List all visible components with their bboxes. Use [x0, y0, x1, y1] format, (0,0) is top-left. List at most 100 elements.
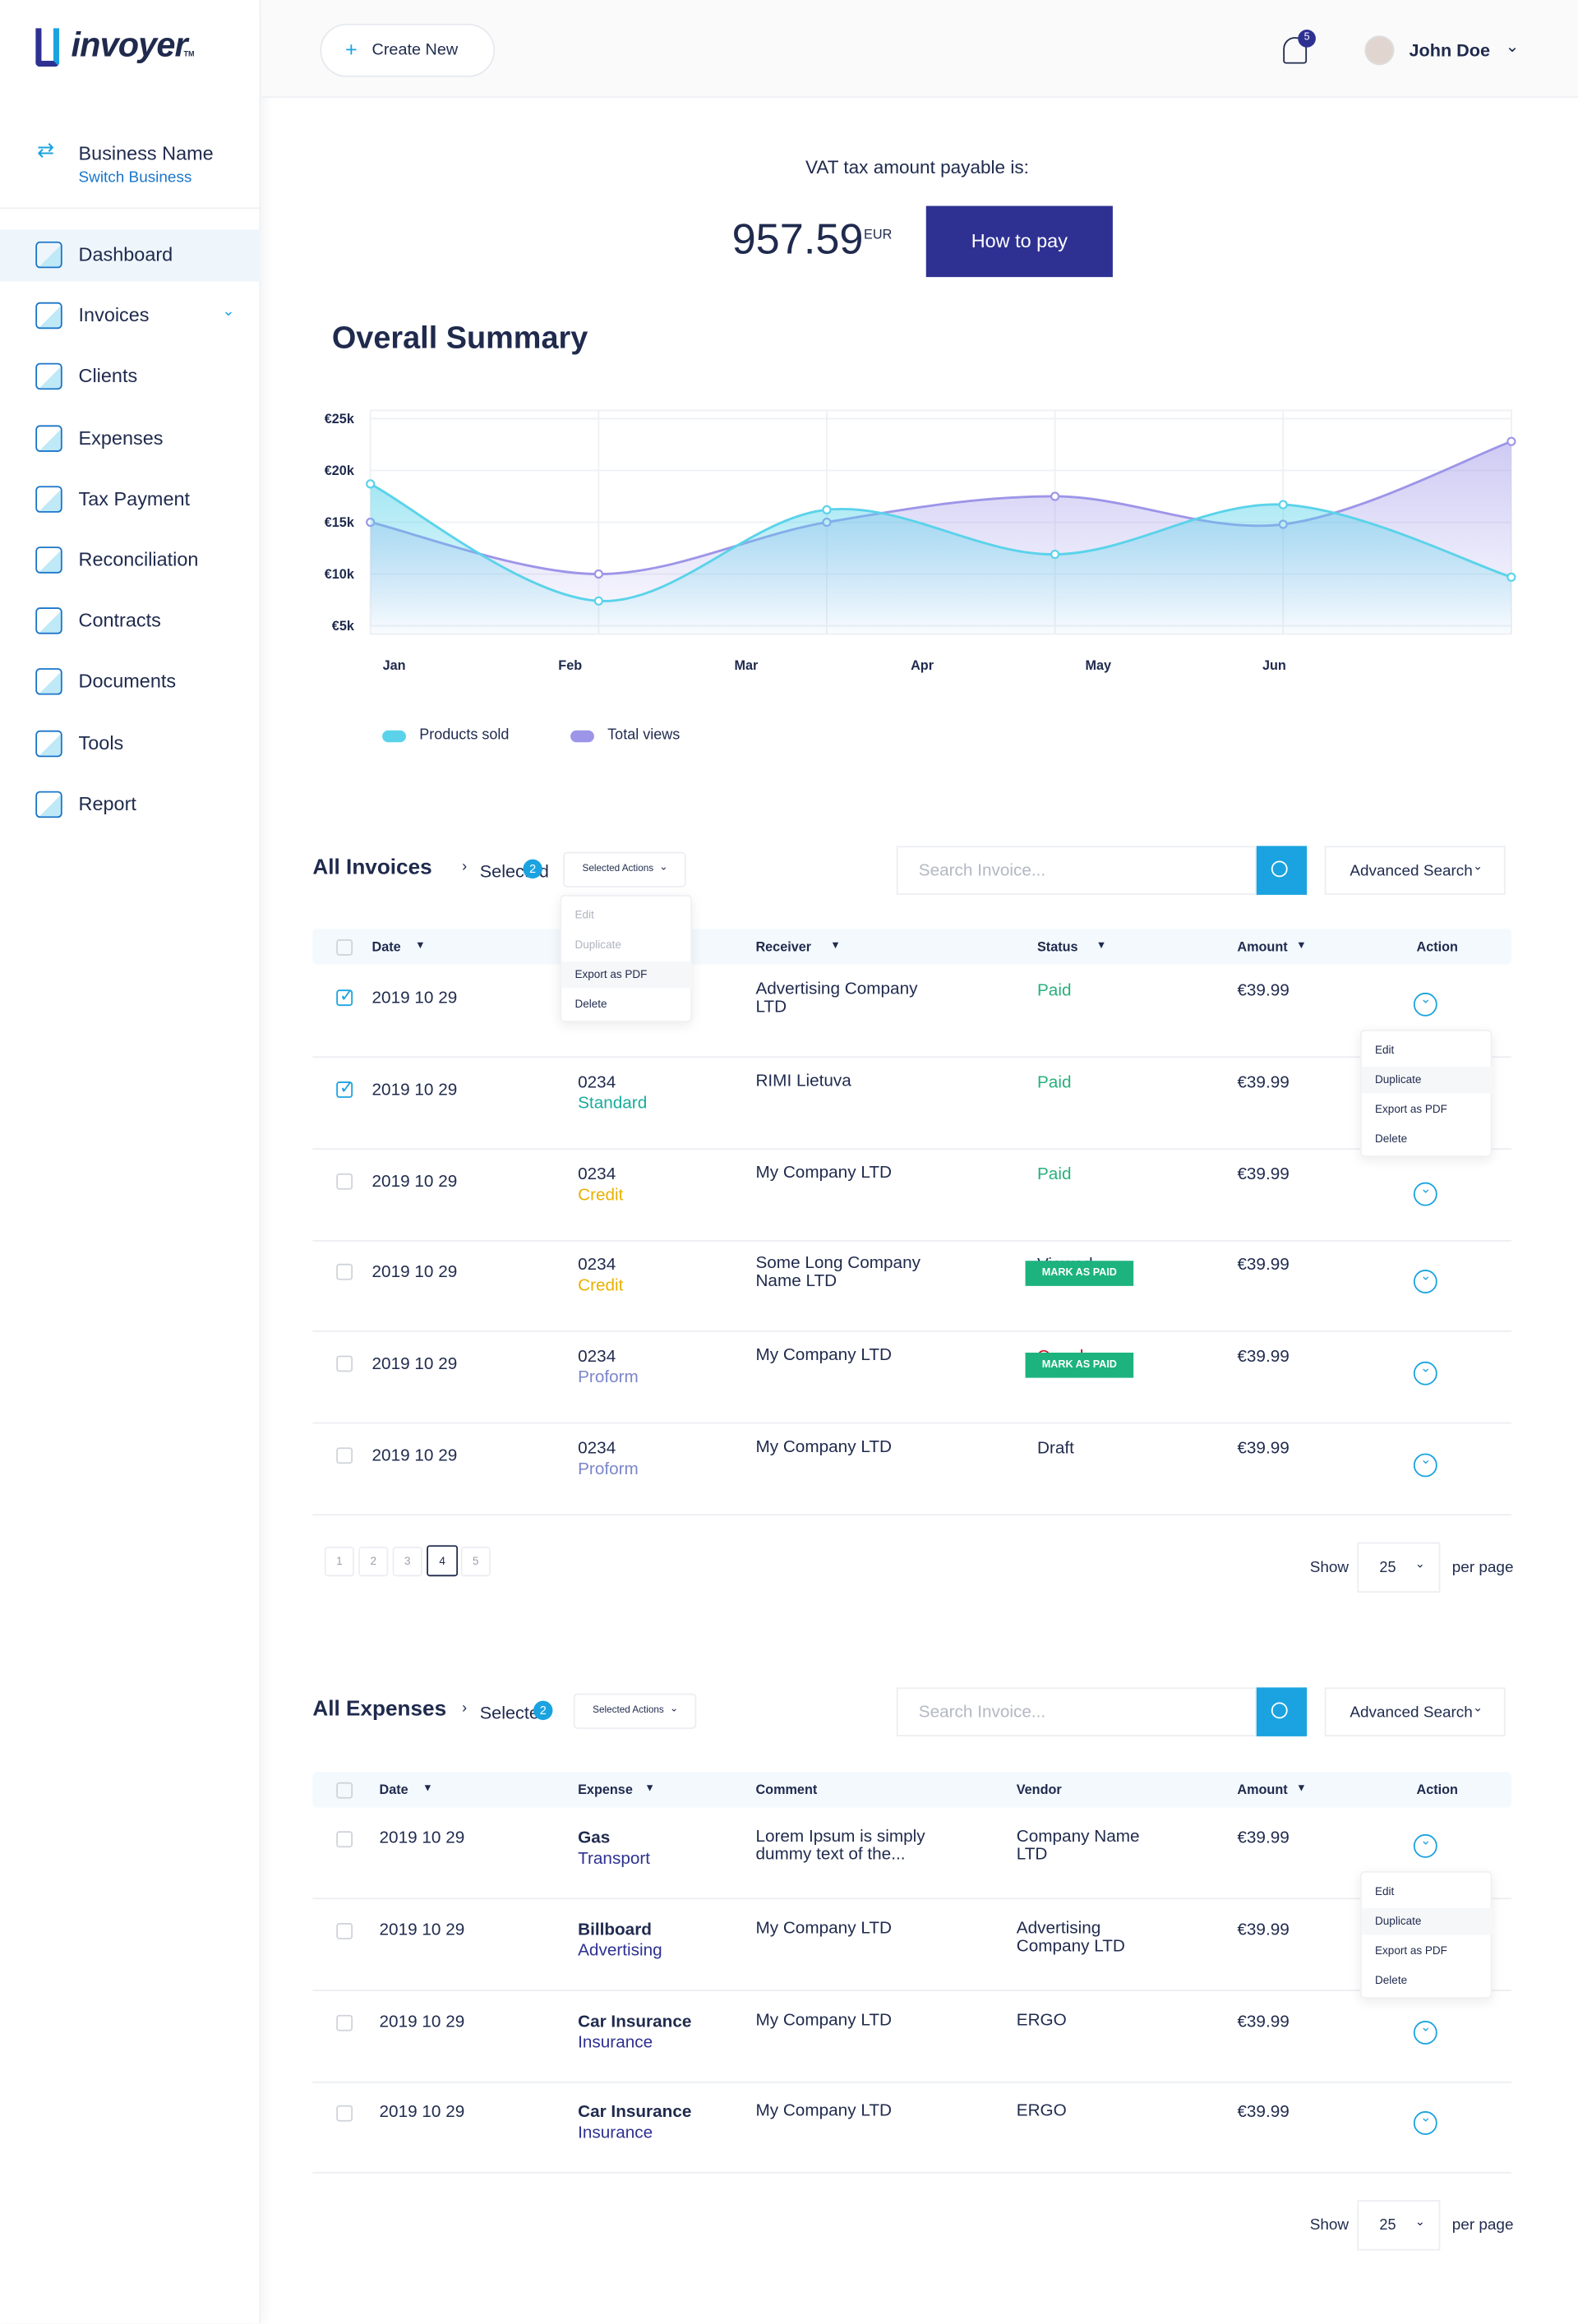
- notification-badge[interactable]: 5: [1298, 30, 1316, 48]
- point: [366, 479, 376, 489]
- action-button[interactable]: ⌄: [1413, 991, 1437, 1017]
- nav-item[interactable]: Dashboard: [78, 242, 173, 265]
- nav-item[interactable]: Clients: [78, 365, 138, 388]
- action-button[interactable]: ⌄: [1413, 2110, 1437, 2136]
- menu-item[interactable]: Duplicate: [1375, 1914, 1422, 1928]
- nav-item[interactable]: Report: [78, 792, 136, 815]
- summary-chart: Jan Feb Mar Apr May Jun €5k €10k €15k €20k €25k: [325, 409, 1516, 673]
- summary-title: Overall Summary: [331, 321, 588, 356]
- chevron: ⌄: [659, 862, 668, 873]
- search-button[interactable]: [1256, 846, 1308, 895]
- menu-item[interactable]: Export as PDF: [574, 967, 648, 981]
- search-input[interactable]: Search Invoice...: [896, 846, 1257, 895]
- menu-item[interactable]: Delete: [1375, 1973, 1408, 1987]
- nav-item[interactable]: Expenses: [78, 426, 164, 449]
- status: Paid: [1036, 1073, 1072, 1092]
- switch-business[interactable]: Switch Business: [78, 168, 192, 187]
- amount: €39.99: [1237, 982, 1290, 1000]
- mark-as-paid-button[interactable]: MARK AS PAID: [1025, 1261, 1134, 1287]
- checkbox[interactable]: [336, 1782, 353, 1799]
- action-button[interactable]: ⌄: [1413, 1269, 1437, 1294]
- menu-item[interactable]: Delete: [1375, 1132, 1408, 1146]
- search-button[interactable]: [1256, 1687, 1308, 1736]
- row-divider: [312, 1330, 1511, 1333]
- checkbox[interactable]: [336, 1831, 353, 1848]
- nav-item[interactable]: Reconciliation: [78, 548, 199, 571]
- action-button[interactable]: ⌄: [1413, 1452, 1437, 1478]
- selected-actions[interactable]: Selected Actions ⌄: [573, 1693, 697, 1729]
- per-page-select[interactable]: 25 ⌄: [1357, 1542, 1441, 1593]
- menu-item[interactable]: Delete: [574, 997, 607, 1011]
- show-label: Show: [1309, 1558, 1350, 1577]
- checkbox[interactable]: [336, 2014, 353, 2031]
- per-page-select[interactable]: 25 ⌄: [1357, 2200, 1441, 2251]
- icon: [35, 424, 62, 452]
- sort-arrow: ▼: [1296, 940, 1307, 952]
- column-header[interactable]: Date: [371, 938, 401, 955]
- selected-actions[interactable]: Selected Actions ⌄: [563, 851, 686, 888]
- menu-item[interactable]: Export as PDF: [1375, 1944, 1447, 1957]
- user-name[interactable]: John Doe: [1409, 39, 1491, 61]
- page-button[interactable]: 3: [392, 1547, 422, 1577]
- area: [370, 483, 1511, 634]
- page-button[interactable]: 2: [358, 1547, 389, 1577]
- checkbox[interactable]: [336, 2105, 353, 2123]
- checkbox[interactable]: [336, 1173, 353, 1189]
- advanced-search[interactable]: Advanced Search ⌄: [1324, 1687, 1506, 1736]
- icon: [35, 730, 62, 757]
- nav-item[interactable]: Contracts: [78, 609, 161, 632]
- page-button[interactable]: 5: [460, 1547, 491, 1577]
- checkbox[interactable]: [336, 1447, 353, 1464]
- chevron: ⌄: [1473, 1700, 1483, 1714]
- checkbox[interactable]: [336, 1355, 353, 1372]
- checkbox[interactable]: [336, 1264, 353, 1281]
- checkbox[interactable]: ✓: [336, 1077, 354, 1098]
- menu-item[interactable]: Edit: [1375, 1043, 1395, 1057]
- advanced-search[interactable]: Advanced Search ⌄: [1324, 846, 1506, 895]
- column-header[interactable]: Status: [1036, 938, 1078, 955]
- mark-as-paid-button[interactable]: MARK AS PAID: [1025, 1353, 1134, 1378]
- checkbox[interactable]: [336, 1922, 353, 1939]
- action-button[interactable]: ⌄: [1413, 1360, 1437, 1386]
- how-to-pay-button[interactable]: How to pay: [925, 205, 1113, 278]
- column-header[interactable]: Amount: [1237, 1782, 1288, 1797]
- search-input[interactable]: Search Invoice...: [896, 1687, 1257, 1736]
- create-new-button[interactable]: + Create New: [320, 23, 496, 77]
- action-button[interactable]: ⌄: [1413, 1180, 1437, 1206]
- menu-item[interactable]: Export as PDF: [1375, 1102, 1447, 1116]
- nav-item[interactable]: Documents: [78, 670, 177, 693]
- checkbox[interactable]: ✓: [336, 985, 354, 1007]
- menu-item[interactable]: Edit: [1375, 1884, 1395, 1898]
- point: [593, 596, 603, 606]
- nav-item[interactable]: Tools: [78, 731, 124, 754]
- action-button[interactable]: ⌄: [1413, 1833, 1437, 1858]
- page-button[interactable]: 4: [427, 1545, 459, 1577]
- checkbox[interactable]: [336, 938, 353, 956]
- selected-count: 2: [523, 859, 542, 879]
- page-button[interactable]: 1: [324, 1547, 354, 1577]
- receiver wrap: My Company LTD: [755, 1347, 892, 1365]
- icon: [1283, 37, 1308, 64]
- column-header[interactable]: Amount: [1237, 938, 1288, 955]
- menu-item[interactable]: Edit: [574, 908, 594, 922]
- column-header[interactable]: Date: [379, 1782, 408, 1797]
- date: 2019 10 29: [371, 1447, 458, 1465]
- column-header[interactable]: Receiver: [755, 938, 812, 955]
- menu-item[interactable]: Duplicate: [1375, 1072, 1422, 1086]
- column-header[interactable]: Expense: [578, 1782, 633, 1797]
- breadcrumb-arrow: ›: [462, 859, 468, 876]
- nav-item[interactable]: Invoices: [78, 303, 150, 326]
- point: [1506, 572, 1516, 582]
- nav-item[interactable]: Tax Payment: [78, 486, 191, 510]
- expense-category: Advertising: [578, 1942, 662, 1960]
- amount: €39.99: [1237, 2104, 1290, 2123]
- menu-item[interactable]: Duplicate: [574, 938, 621, 952]
- action-button[interactable]: ⌄: [1413, 2019, 1437, 2045]
- comment wrap: Lorem Ipsum is simply dummy text of the.…: [755, 1828, 925, 1864]
- vendor wrap: ERGO: [1016, 2102, 1067, 2121]
- dropdown-menu: Edit Duplicate Export as PDF Delete: [1359, 1029, 1493, 1158]
- icon: [35, 485, 62, 513]
- row-divider: [312, 1423, 1511, 1424]
- receiver wrap: Some Long Company Name LTD: [755, 1255, 920, 1291]
